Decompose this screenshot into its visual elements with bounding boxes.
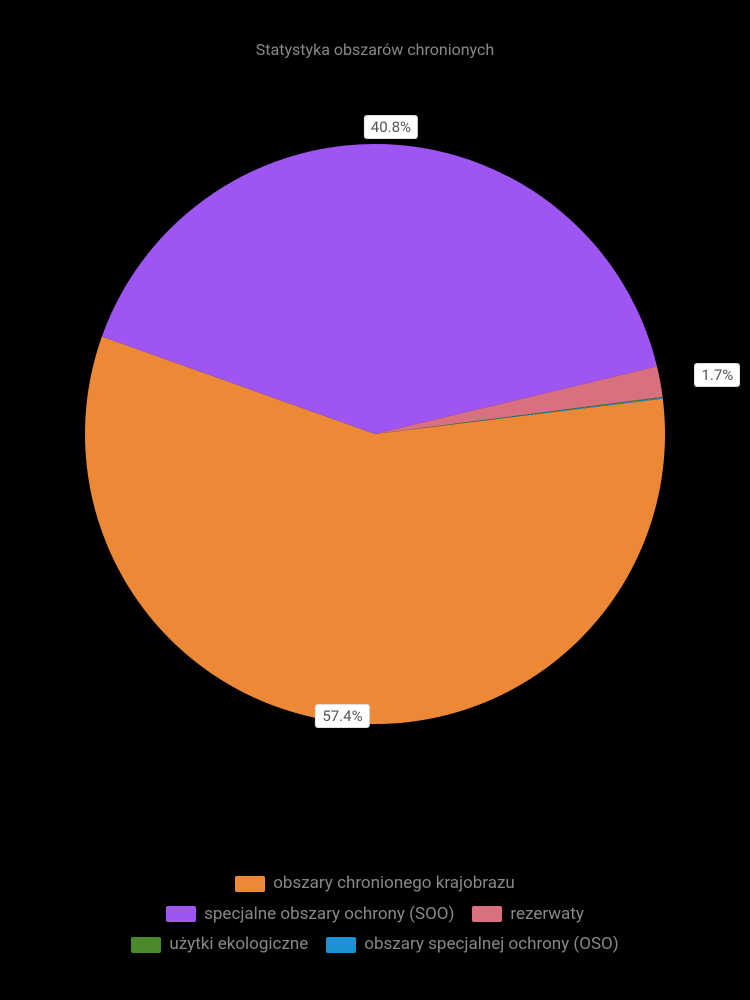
chart-legend: obszary chronionego krajobrazuspecjalne … xyxy=(0,868,750,960)
legend-row: specjalne obszary ochrony (SOO) rezerwaty xyxy=(40,899,710,930)
pct-label: 1.7% xyxy=(694,363,740,387)
pct-label: 40.8% xyxy=(364,115,418,139)
legend-item: obszary specjalnej ochrony (OSO) xyxy=(326,929,618,960)
pie-chart-svg xyxy=(65,124,685,744)
legend-swatch xyxy=(166,906,196,922)
legend-item: specjalne obszary ochrony (SOO) xyxy=(166,899,454,930)
legend-label: obszary specjalnej ochrony (OSO) xyxy=(364,929,618,960)
legend-item: użytki ekologiczne xyxy=(131,929,308,960)
legend-swatch xyxy=(326,937,356,953)
legend-row: obszary chronionego krajobrazu xyxy=(40,868,710,899)
legend-item: obszary chronionego krajobrazu xyxy=(235,868,515,899)
legend-row: użytki ekologiczne obszary specjalnej och… xyxy=(40,929,710,960)
legend-label: użytki ekologiczne xyxy=(169,929,308,960)
legend-swatch xyxy=(472,906,502,922)
legend-label: obszary chronionego krajobrazu xyxy=(273,868,515,899)
pct-label: 57.4% xyxy=(315,704,369,728)
legend-label: specjalne obszary ochrony (SOO) xyxy=(204,899,454,930)
legend-label: rezerwaty xyxy=(510,899,583,930)
pie-chart-area: 57.4% 40.8% 1.7% xyxy=(0,59,750,809)
legend-swatch xyxy=(131,937,161,953)
legend-swatch xyxy=(235,876,265,892)
legend-item: rezerwaty xyxy=(472,899,583,930)
chart-title: Statystyka obszarów chronionych xyxy=(0,0,750,59)
